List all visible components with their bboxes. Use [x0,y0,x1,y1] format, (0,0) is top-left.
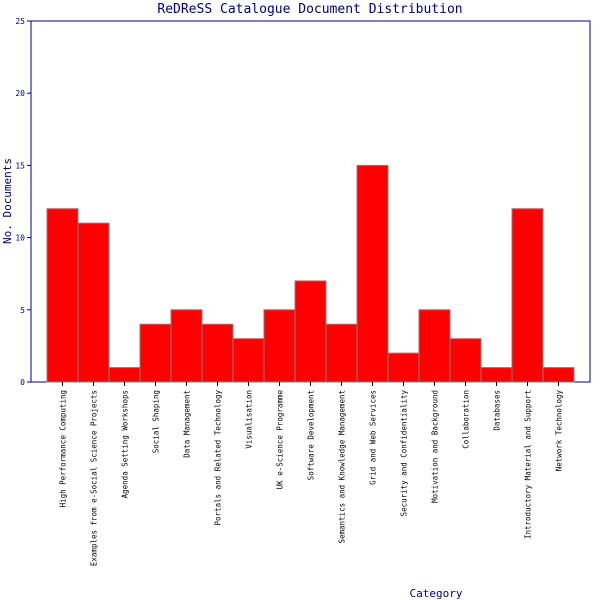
bar [232,338,265,383]
bar [139,323,172,383]
bar [387,352,420,383]
chart-title: ReDReSS Catalogue Document Distribution [157,2,462,17]
x-category-label: Introductory Material and Support [524,390,533,539]
x-category-label: Security and Confidentiality [400,390,409,517]
bar [201,323,234,383]
bar [449,338,482,383]
y-tick-label: 20 [15,89,25,98]
x-category-label: Agenda Setting Workshops [121,390,130,498]
bar [108,367,141,383]
bar [77,222,110,383]
x-category-label: Visualisation [245,390,254,449]
y-tick-label: 5 [20,306,25,315]
x-category-label: High Performance Computing [59,390,68,507]
x-category-label: Social Shaping [152,390,161,453]
x-category-label: Grid and Web Services [369,390,378,485]
x-category-label: Semantics and Knowledge Management [338,390,347,544]
x-category-label: Network Technology [555,390,564,472]
y-tick-label: 0 [20,378,25,387]
plot-area: 0 5 10 15 20 25 High Performance Computing Exam… [15,17,591,566]
x-category-label: Portals and Related Technology [214,390,223,526]
y-tick-label: 15 [15,161,25,170]
bar [263,309,296,383]
y-axis-label: No. Documents [1,158,14,244]
x-category-label: Collaboration [462,390,471,449]
bar [542,367,575,383]
x-category-label: UK e-Science Programme [276,390,285,490]
y-tick-label: 10 [15,234,25,243]
x-category-label: Motivation and Background [431,390,440,503]
bar [294,280,327,383]
y-tick-label: 25 [15,17,25,26]
bar [511,208,544,383]
bar [356,164,389,383]
x-category-label: Databases [493,390,502,431]
x-category-label: Software Development [307,390,316,480]
bar [418,309,451,383]
x-axis-label: Category [410,587,463,600]
bar [480,367,513,383]
bar [46,208,79,383]
bar [170,309,203,383]
bar [325,323,358,383]
x-category-label: Data Management [183,390,192,458]
x-category-label: Examples from e-Social Science Projects [90,390,99,566]
